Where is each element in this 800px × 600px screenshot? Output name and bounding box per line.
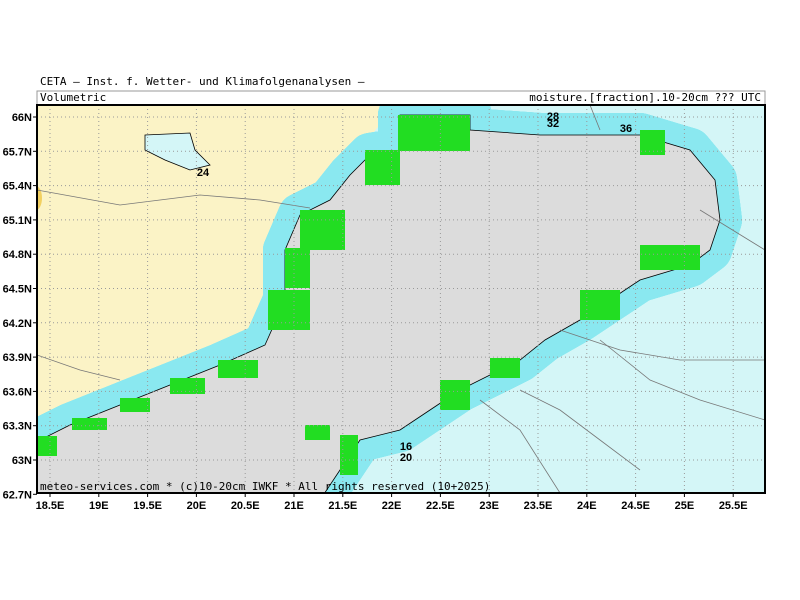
grid xyxy=(37,105,765,493)
island xyxy=(300,210,345,250)
lat-label: 63.6N xyxy=(3,386,32,398)
island xyxy=(365,150,400,185)
border xyxy=(589,105,765,251)
contour-label: 28 xyxy=(547,111,559,123)
lon-label: 22.5E xyxy=(426,500,455,512)
island xyxy=(580,290,620,320)
island xyxy=(120,398,150,412)
border xyxy=(519,339,765,471)
island xyxy=(170,378,205,394)
lat-label: 65.7N xyxy=(3,146,32,158)
contour-label: 20 xyxy=(400,452,412,464)
border xyxy=(479,329,765,493)
lat-label: 63.9N xyxy=(3,352,32,364)
lon-label: 24E xyxy=(577,500,597,512)
island xyxy=(37,436,57,456)
lat-label: 63.3N xyxy=(3,421,32,433)
lat-label: 62.7N xyxy=(3,489,32,501)
contour-label: 16 xyxy=(400,441,412,453)
marker xyxy=(37,186,42,210)
island xyxy=(640,130,665,155)
island xyxy=(268,290,310,330)
lat-label: 64.5N xyxy=(3,284,32,296)
lon-label: 20E xyxy=(187,500,207,512)
island xyxy=(72,418,107,430)
lat-label: 64.2N xyxy=(3,318,32,330)
lat-label: 66N xyxy=(12,112,32,124)
right-label: moisture.[fraction].10-20cm ??? UTC xyxy=(529,91,761,104)
lat-label: 63N xyxy=(12,455,32,467)
lon-label: 22E xyxy=(382,500,402,512)
left-label: Volumetric xyxy=(40,91,106,104)
border xyxy=(37,354,121,381)
lon-label: 25.5E xyxy=(719,500,748,512)
lat-label: 64.8N xyxy=(3,249,32,261)
contour-label: 32 xyxy=(547,118,559,130)
lon-label: 19E xyxy=(89,500,109,512)
lat-label: 65.4N xyxy=(3,181,32,193)
title: CETA — Inst. f. Wetter- und Klimafolgena… xyxy=(40,75,365,88)
island xyxy=(490,358,520,378)
land xyxy=(37,105,395,423)
frame xyxy=(36,104,766,494)
contour-label: 24 xyxy=(197,167,210,179)
footer: meteo-services.com * (c)10-20cm IWKF * A… xyxy=(40,480,490,493)
lon-label: 19.5E xyxy=(133,500,162,512)
island xyxy=(640,245,700,270)
island xyxy=(218,360,258,378)
lon-label: 23E xyxy=(479,500,499,512)
lon-label: 25E xyxy=(675,500,695,512)
lon-label: 23.5E xyxy=(524,500,553,512)
lat-label: 65.1N xyxy=(3,215,32,227)
island xyxy=(305,425,330,440)
lon-label: 18.5E xyxy=(36,500,65,512)
axes: 66N 65.7N 65.4N 65.1N 64.8N 64.5N 64.2N 63.9N 63… xyxy=(3,112,748,512)
contour-label: 36 xyxy=(620,123,632,135)
lon-label: 24.5E xyxy=(621,500,650,512)
lon-label: 20.5E xyxy=(231,500,260,512)
borders xyxy=(37,105,765,493)
island xyxy=(440,380,470,410)
islands xyxy=(37,115,700,475)
lon-label: 21.5E xyxy=(328,500,357,512)
border xyxy=(37,189,311,209)
island xyxy=(398,115,470,151)
island xyxy=(340,435,358,475)
lon-label: 21E xyxy=(284,500,304,512)
